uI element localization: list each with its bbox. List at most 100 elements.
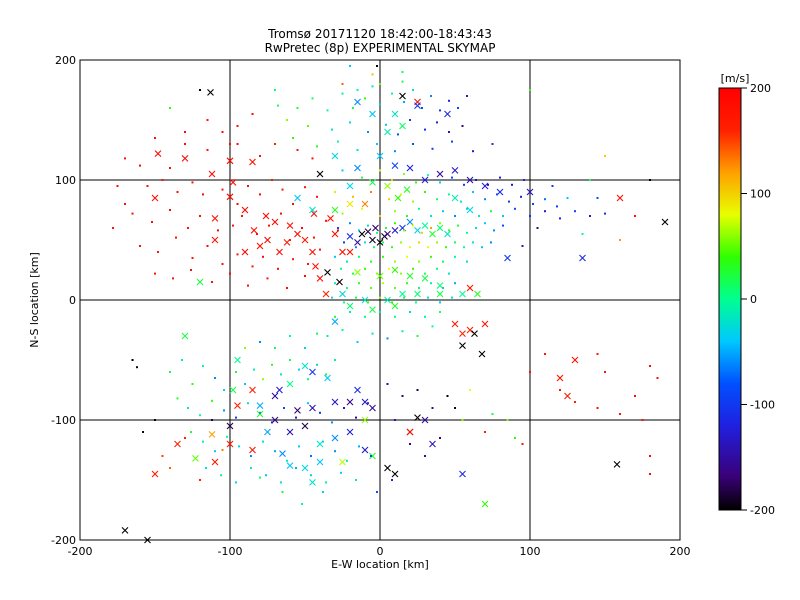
dot-point — [349, 311, 351, 313]
cross-point — [571, 356, 579, 364]
cross-point — [346, 182, 354, 190]
dot-point — [358, 229, 360, 232]
dot-point — [427, 174, 429, 177]
dot-point — [376, 65, 378, 67]
cross-point — [256, 402, 264, 409]
cross-point — [436, 224, 444, 232]
dot-point — [247, 402, 249, 405]
dot-point — [356, 149, 359, 151]
cross-point — [391, 110, 399, 118]
cross-point — [324, 374, 331, 382]
cross-point — [301, 422, 309, 430]
cross-point — [234, 402, 241, 409]
dot-point — [401, 395, 404, 397]
dot-point — [401, 80, 404, 83]
cross-point — [384, 230, 391, 238]
dot-point — [544, 353, 546, 355]
dot-point — [487, 183, 489, 186]
dot-point — [418, 260, 420, 263]
dot-point — [259, 341, 261, 343]
cross-point — [406, 272, 414, 280]
dot-point — [202, 440, 204, 443]
cross-point — [346, 302, 354, 310]
cross-point — [327, 215, 334, 222]
dot-point — [439, 301, 441, 304]
dot-point — [401, 330, 404, 333]
cross-point — [616, 194, 624, 202]
dot-point — [424, 191, 426, 193]
dot-point — [442, 287, 444, 289]
dot-point — [581, 233, 584, 235]
dot-point — [370, 191, 372, 193]
dot-point — [454, 255, 456, 258]
dot-point — [439, 109, 441, 112]
dot-point — [206, 119, 209, 121]
dot-point — [274, 89, 276, 91]
dot-point — [409, 246, 411, 249]
dot-point — [430, 227, 432, 229]
dot-point — [283, 407, 285, 409]
dot-point — [313, 236, 315, 239]
y-tick-label: -100 — [51, 414, 76, 427]
dot-point — [478, 215, 480, 217]
dot-point — [574, 210, 576, 213]
dot-point — [229, 272, 231, 275]
dot-point — [262, 378, 264, 381]
dot-point — [331, 128, 333, 131]
dot-point — [469, 389, 471, 391]
dot-point — [334, 359, 336, 361]
dot-point — [271, 179, 273, 181]
cross-point — [309, 404, 316, 412]
dot-point — [349, 222, 351, 225]
dot-point — [139, 164, 141, 167]
cross-point — [414, 227, 421, 234]
dot-point — [436, 121, 438, 124]
dot-point — [296, 107, 299, 109]
cross-point — [364, 228, 372, 235]
dot-point — [382, 282, 384, 285]
dot-point — [311, 97, 314, 100]
dot-point — [391, 246, 393, 249]
cross-point — [459, 342, 466, 349]
cross-point — [294, 230, 301, 238]
x-tick-label: 0 — [377, 545, 384, 558]
dot-point — [475, 227, 477, 229]
dot-point — [406, 282, 408, 285]
dot-point — [551, 185, 554, 187]
cross-point — [339, 248, 346, 256]
dot-point — [523, 179, 525, 181]
dot-point — [386, 337, 389, 340]
cross-point — [429, 440, 436, 448]
y-tick-label: -200 — [51, 534, 76, 547]
dot-point — [424, 315, 426, 318]
dot-point — [427, 296, 429, 299]
dot-point — [241, 215, 243, 217]
dot-point — [176, 397, 179, 400]
dot-point — [304, 186, 306, 189]
dot-point — [394, 260, 396, 263]
dot-point — [319, 411, 321, 414]
dot-point — [511, 183, 513, 186]
dot-point — [379, 103, 381, 106]
cross-point — [271, 392, 279, 400]
dot-point — [536, 227, 539, 229]
dot-point — [316, 332, 318, 335]
cross-point — [394, 194, 402, 202]
dot-point — [394, 315, 396, 318]
cross-point — [346, 248, 354, 256]
cross-point — [121, 527, 129, 534]
dot-point — [475, 179, 477, 181]
cross-point — [372, 224, 379, 232]
dot-point — [286, 287, 288, 289]
dot-point — [355, 246, 357, 249]
dot-point — [337, 229, 339, 232]
dot-point — [341, 83, 344, 85]
dot-point — [412, 224, 414, 227]
cross-point — [207, 89, 214, 96]
cross-point — [406, 164, 414, 172]
cross-point — [346, 398, 354, 406]
dot-point — [343, 241, 345, 244]
cross-point — [151, 194, 159, 202]
dot-point — [199, 215, 201, 217]
cross-point — [478, 350, 486, 358]
